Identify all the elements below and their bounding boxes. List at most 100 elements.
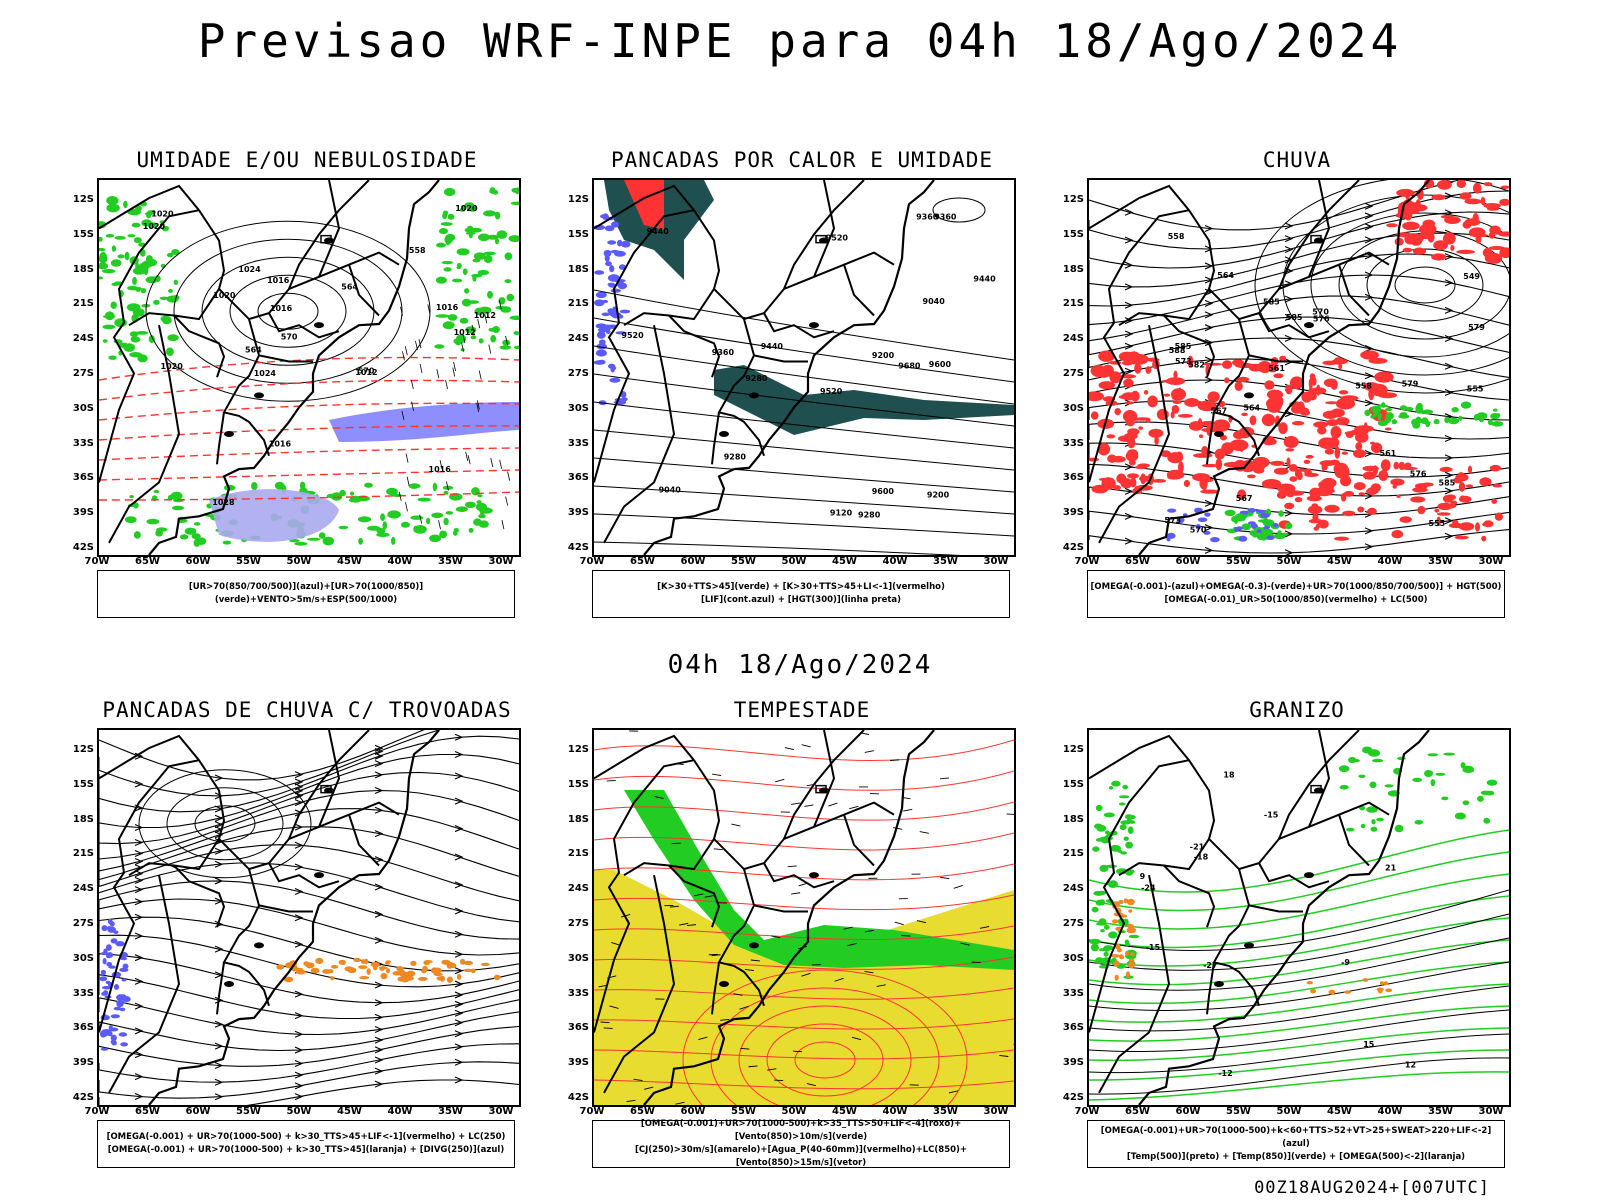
contour-label: 570 [1312, 307, 1329, 316]
precip-green [1487, 419, 1493, 426]
flow-arrow [1124, 317, 1134, 325]
contour-label: 9600 [929, 360, 952, 369]
thunderstorm-orange [480, 962, 490, 967]
longitude-tick-label: 50W [781, 556, 807, 567]
temp850-contour [1128, 934, 1140, 939]
streamline-250 [99, 844, 519, 902]
precip-red [1360, 350, 1379, 360]
flow-arrow [294, 1093, 304, 1101]
precip-red [1357, 506, 1365, 513]
contour-label: 9040 [923, 297, 946, 306]
flow-arrow [1124, 342, 1134, 350]
temp850-contour [1424, 770, 1433, 777]
legend-line: [OMEGA(-0.001)+UR>70(1000-500)+k>35_TTS>… [640, 1119, 962, 1142]
wind-vector [499, 459, 503, 469]
lif-blue [604, 324, 612, 332]
precip-red [1367, 507, 1377, 515]
precip-red [1198, 434, 1204, 438]
temp850-contour [1108, 786, 1114, 790]
wind-vector [1006, 813, 1014, 815]
precip-red [1458, 482, 1466, 492]
contour-label: 21 [1385, 864, 1397, 873]
humidity-green [133, 237, 142, 244]
precip-green [1451, 407, 1459, 413]
wind-vector [953, 884, 963, 889]
wind-vector [849, 805, 859, 810]
flow-arrow [294, 841, 304, 849]
political-border [1089, 734, 1216, 877]
lif-blue [594, 299, 605, 307]
flow-arrow [374, 981, 384, 989]
humidity-green [161, 225, 170, 232]
temp850-contour [1125, 841, 1133, 849]
wind-vector [686, 924, 697, 927]
temp500-contour [1089, 889, 1509, 951]
contour-label: 1016 [436, 303, 459, 312]
precip-red [1183, 479, 1190, 488]
precip-red [1114, 408, 1121, 416]
thickness-contour [99, 447, 519, 461]
temp500-contour [1089, 961, 1509, 1011]
political-border [108, 324, 181, 544]
precip-red [1273, 467, 1289, 475]
flow-arrow [1364, 450, 1374, 458]
thunderstorm-orange [448, 962, 457, 969]
hgt300-contour [594, 485, 1014, 515]
humidity-green [455, 506, 468, 512]
precip-red [1323, 488, 1335, 494]
precip-red [1201, 446, 1209, 456]
precip-red [1113, 485, 1121, 491]
latitude-tick-label: 30S [1062, 952, 1084, 964]
flow-arrow [1364, 236, 1374, 244]
precip-green [1241, 523, 1252, 531]
wind-vector [498, 300, 502, 310]
temp850-contour [1118, 802, 1126, 806]
lake [749, 942, 759, 949]
precip-red [1450, 245, 1455, 251]
political-border [1163, 864, 1216, 928]
capital-marker [815, 784, 827, 794]
contour-label: 15 [1363, 1040, 1375, 1049]
humidity-green [442, 212, 448, 220]
wind-vector [401, 410, 405, 420]
precip-green [1370, 415, 1375, 419]
precip-red [1143, 390, 1149, 395]
lif-blue [609, 377, 621, 383]
flow-arrow [1204, 324, 1214, 332]
precip-blue [1197, 517, 1208, 523]
political-border [713, 288, 765, 457]
temp850-contour [1103, 924, 1110, 930]
precip-red [1193, 453, 1213, 458]
precip-red [1215, 458, 1223, 471]
precip-red [1497, 231, 1509, 237]
political-border [173, 314, 226, 378]
precip-red [1261, 479, 1282, 489]
temp500-contour [1089, 937, 1509, 991]
humidity-green [294, 541, 308, 546]
hgt300-contour [594, 513, 1014, 537]
flow-arrow [214, 877, 224, 885]
streamline-250 [99, 735, 519, 813]
omega500-orange [1128, 909, 1133, 913]
wind-vector [461, 342, 464, 352]
wind-vector [801, 744, 811, 748]
humidity-green [483, 254, 493, 264]
omega500-orange [1344, 990, 1351, 994]
humidity-green [166, 252, 174, 258]
humidity-green [471, 487, 480, 496]
political-border [1308, 251, 1390, 278]
humidity-green [99, 276, 104, 280]
flow-arrow [214, 814, 224, 822]
political-border [603, 324, 676, 544]
panel-title: PANCADAS POR CALOR E UMIDADE [610, 148, 993, 172]
precip-red [1134, 417, 1151, 421]
thunderstorm-orange [446, 976, 453, 983]
thunderstorm-orange [360, 959, 366, 964]
streamline-250 [166, 787, 284, 861]
temp850-contour [1089, 961, 1509, 1005]
precip-red [1279, 397, 1284, 405]
political-border [268, 312, 340, 339]
precip-blue [1204, 512, 1211, 517]
streamline-250 [99, 997, 519, 1036]
omega500-orange [1114, 943, 1121, 950]
